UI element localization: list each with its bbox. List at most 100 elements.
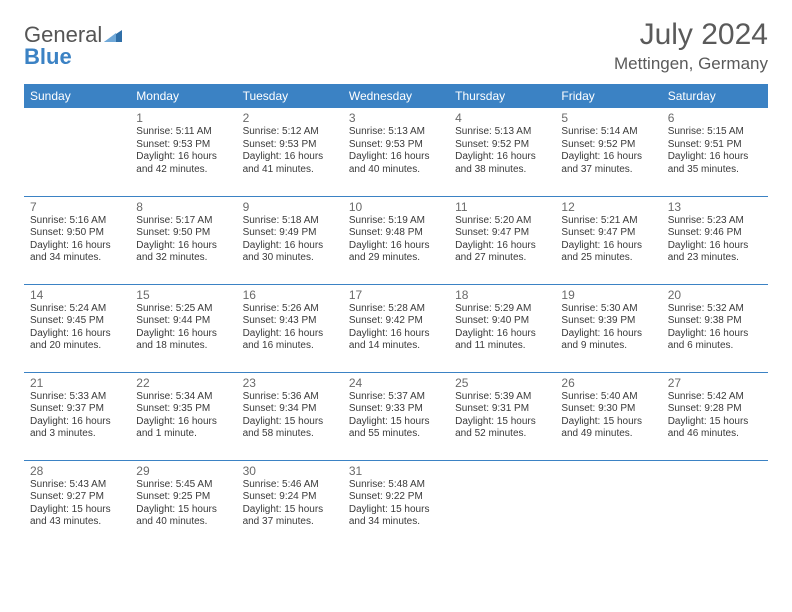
calendar-cell: 1Sunrise: 5:11 AMSunset: 9:53 PMDaylight… bbox=[130, 108, 236, 196]
day-number: 20 bbox=[668, 288, 762, 302]
calendar-cell: 16Sunrise: 5:26 AMSunset: 9:43 PMDayligh… bbox=[237, 284, 343, 372]
calendar-cell: 23Sunrise: 5:36 AMSunset: 9:34 PMDayligh… bbox=[237, 372, 343, 460]
calendar-cell: 7Sunrise: 5:16 AMSunset: 9:50 PMDaylight… bbox=[24, 196, 130, 284]
calendar-row: 1Sunrise: 5:11 AMSunset: 9:53 PMDaylight… bbox=[24, 108, 768, 196]
day-number: 17 bbox=[349, 288, 443, 302]
calendar-cell: 8Sunrise: 5:17 AMSunset: 9:50 PMDaylight… bbox=[130, 196, 236, 284]
logo: GeneralBlue bbox=[24, 18, 122, 68]
location: Mettingen, Germany bbox=[614, 54, 768, 74]
calendar-row: 7Sunrise: 5:16 AMSunset: 9:50 PMDaylight… bbox=[24, 196, 768, 284]
day-number: 9 bbox=[243, 200, 337, 214]
day-info: Sunrise: 5:32 AMSunset: 9:38 PMDaylight:… bbox=[668, 303, 762, 353]
day-info: Sunrise: 5:12 AMSunset: 9:53 PMDaylight:… bbox=[243, 126, 337, 176]
day-info: Sunrise: 5:37 AMSunset: 9:33 PMDaylight:… bbox=[349, 391, 443, 441]
weekday-header: Tuesday bbox=[237, 84, 343, 108]
day-info: Sunrise: 5:33 AMSunset: 9:37 PMDaylight:… bbox=[30, 391, 124, 441]
weekday-header: Thursday bbox=[449, 84, 555, 108]
day-info: Sunrise: 5:15 AMSunset: 9:51 PMDaylight:… bbox=[668, 126, 762, 176]
day-info: Sunrise: 5:11 AMSunset: 9:53 PMDaylight:… bbox=[136, 126, 230, 176]
calendar-cell: 26Sunrise: 5:40 AMSunset: 9:30 PMDayligh… bbox=[555, 372, 661, 460]
calendar-cell: 15Sunrise: 5:25 AMSunset: 9:44 PMDayligh… bbox=[130, 284, 236, 372]
day-info: Sunrise: 5:18 AMSunset: 9:49 PMDaylight:… bbox=[243, 215, 337, 265]
day-number: 27 bbox=[668, 376, 762, 390]
calendar-cell: 21Sunrise: 5:33 AMSunset: 9:37 PMDayligh… bbox=[24, 372, 130, 460]
day-info: Sunrise: 5:17 AMSunset: 9:50 PMDaylight:… bbox=[136, 215, 230, 265]
day-number: 25 bbox=[455, 376, 549, 390]
day-info: Sunrise: 5:34 AMSunset: 9:35 PMDaylight:… bbox=[136, 391, 230, 441]
day-number: 10 bbox=[349, 200, 443, 214]
day-number: 3 bbox=[349, 111, 443, 125]
day-info: Sunrise: 5:29 AMSunset: 9:40 PMDaylight:… bbox=[455, 303, 549, 353]
title-block: July 2024 Mettingen, Germany bbox=[614, 18, 768, 74]
logo-text: GeneralBlue bbox=[24, 24, 122, 68]
calendar-cell: 5Sunrise: 5:14 AMSunset: 9:52 PMDaylight… bbox=[555, 108, 661, 196]
day-number: 7 bbox=[30, 200, 124, 214]
day-number: 24 bbox=[349, 376, 443, 390]
day-info: Sunrise: 5:45 AMSunset: 9:25 PMDaylight:… bbox=[136, 479, 230, 529]
calendar-cell: 10Sunrise: 5:19 AMSunset: 9:48 PMDayligh… bbox=[343, 196, 449, 284]
day-info: Sunrise: 5:26 AMSunset: 9:43 PMDaylight:… bbox=[243, 303, 337, 353]
calendar-cell: 24Sunrise: 5:37 AMSunset: 9:33 PMDayligh… bbox=[343, 372, 449, 460]
day-info: Sunrise: 5:42 AMSunset: 9:28 PMDaylight:… bbox=[668, 391, 762, 441]
day-number: 4 bbox=[455, 111, 549, 125]
calendar-cell: 4Sunrise: 5:13 AMSunset: 9:52 PMDaylight… bbox=[449, 108, 555, 196]
calendar-cell: 14Sunrise: 5:24 AMSunset: 9:45 PMDayligh… bbox=[24, 284, 130, 372]
day-info: Sunrise: 5:39 AMSunset: 9:31 PMDaylight:… bbox=[455, 391, 549, 441]
day-number: 5 bbox=[561, 111, 655, 125]
calendar-cell: 22Sunrise: 5:34 AMSunset: 9:35 PMDayligh… bbox=[130, 372, 236, 460]
day-info: Sunrise: 5:13 AMSunset: 9:52 PMDaylight:… bbox=[455, 126, 549, 176]
logo-part2: Blue bbox=[24, 44, 72, 69]
day-number: 21 bbox=[30, 376, 124, 390]
weekday-header: Saturday bbox=[662, 84, 768, 108]
day-info: Sunrise: 5:16 AMSunset: 9:50 PMDaylight:… bbox=[30, 215, 124, 265]
day-number: 30 bbox=[243, 464, 337, 478]
day-number: 26 bbox=[561, 376, 655, 390]
day-number: 2 bbox=[243, 111, 337, 125]
day-info: Sunrise: 5:30 AMSunset: 9:39 PMDaylight:… bbox=[561, 303, 655, 353]
day-number: 22 bbox=[136, 376, 230, 390]
day-number: 29 bbox=[136, 464, 230, 478]
day-info: Sunrise: 5:46 AMSunset: 9:24 PMDaylight:… bbox=[243, 479, 337, 529]
calendar-cell: 9Sunrise: 5:18 AMSunset: 9:49 PMDaylight… bbox=[237, 196, 343, 284]
calendar-row: 14Sunrise: 5:24 AMSunset: 9:45 PMDayligh… bbox=[24, 284, 768, 372]
day-number: 1 bbox=[136, 111, 230, 125]
month-title: July 2024 bbox=[614, 18, 768, 52]
day-info: Sunrise: 5:25 AMSunset: 9:44 PMDaylight:… bbox=[136, 303, 230, 353]
day-number: 15 bbox=[136, 288, 230, 302]
calendar-cell: 19Sunrise: 5:30 AMSunset: 9:39 PMDayligh… bbox=[555, 284, 661, 372]
day-number: 14 bbox=[30, 288, 124, 302]
calendar-cell: 25Sunrise: 5:39 AMSunset: 9:31 PMDayligh… bbox=[449, 372, 555, 460]
calendar-cell: 2Sunrise: 5:12 AMSunset: 9:53 PMDaylight… bbox=[237, 108, 343, 196]
day-info: Sunrise: 5:48 AMSunset: 9:22 PMDaylight:… bbox=[349, 479, 443, 529]
calendar-cell: 13Sunrise: 5:23 AMSunset: 9:46 PMDayligh… bbox=[662, 196, 768, 284]
calendar-cell: 28Sunrise: 5:43 AMSunset: 9:27 PMDayligh… bbox=[24, 460, 130, 548]
day-number: 23 bbox=[243, 376, 337, 390]
day-info: Sunrise: 5:19 AMSunset: 9:48 PMDaylight:… bbox=[349, 215, 443, 265]
calendar-cell: 3Sunrise: 5:13 AMSunset: 9:53 PMDaylight… bbox=[343, 108, 449, 196]
day-number: 11 bbox=[455, 200, 549, 214]
day-number: 18 bbox=[455, 288, 549, 302]
day-info: Sunrise: 5:43 AMSunset: 9:27 PMDaylight:… bbox=[30, 479, 124, 529]
day-number: 13 bbox=[668, 200, 762, 214]
day-number: 31 bbox=[349, 464, 443, 478]
calendar-cell: 20Sunrise: 5:32 AMSunset: 9:38 PMDayligh… bbox=[662, 284, 768, 372]
logo-triangle-icon bbox=[104, 24, 122, 46]
calendar-page: GeneralBlue July 2024 Mettingen, Germany… bbox=[0, 0, 792, 566]
day-number: 28 bbox=[30, 464, 124, 478]
day-info: Sunrise: 5:28 AMSunset: 9:42 PMDaylight:… bbox=[349, 303, 443, 353]
header: GeneralBlue July 2024 Mettingen, Germany bbox=[24, 18, 768, 74]
weekday-header: Friday bbox=[555, 84, 661, 108]
day-number: 6 bbox=[668, 111, 762, 125]
calendar-cell: 18Sunrise: 5:29 AMSunset: 9:40 PMDayligh… bbox=[449, 284, 555, 372]
day-info: Sunrise: 5:21 AMSunset: 9:47 PMDaylight:… bbox=[561, 215, 655, 265]
calendar-table: SundayMondayTuesdayWednesdayThursdayFrid… bbox=[24, 84, 768, 548]
calendar-row: 28Sunrise: 5:43 AMSunset: 9:27 PMDayligh… bbox=[24, 460, 768, 548]
day-number: 8 bbox=[136, 200, 230, 214]
calendar-cell: 12Sunrise: 5:21 AMSunset: 9:47 PMDayligh… bbox=[555, 196, 661, 284]
calendar-cell: 27Sunrise: 5:42 AMSunset: 9:28 PMDayligh… bbox=[662, 372, 768, 460]
calendar-cell: 17Sunrise: 5:28 AMSunset: 9:42 PMDayligh… bbox=[343, 284, 449, 372]
day-info: Sunrise: 5:40 AMSunset: 9:30 PMDaylight:… bbox=[561, 391, 655, 441]
weekday-header: Wednesday bbox=[343, 84, 449, 108]
calendar-cell: 30Sunrise: 5:46 AMSunset: 9:24 PMDayligh… bbox=[237, 460, 343, 548]
day-info: Sunrise: 5:13 AMSunset: 9:53 PMDaylight:… bbox=[349, 126, 443, 176]
